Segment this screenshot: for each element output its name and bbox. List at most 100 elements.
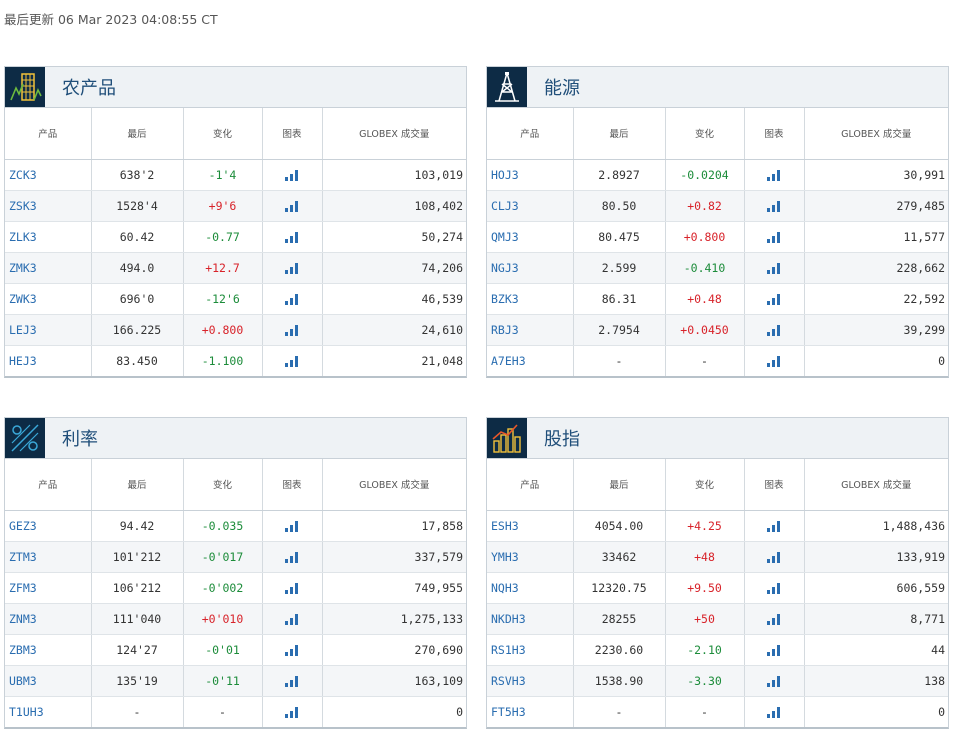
symbol-link[interactable]: T1UH3: [9, 704, 44, 719]
change-cell: +4.25: [665, 510, 745, 542]
last-price-cell: 12320.75: [573, 572, 666, 604]
bar-chart-icon[interactable]: [285, 199, 299, 213]
volume-cell: 22,592: [804, 283, 948, 315]
symbol-link[interactable]: ZCK3: [9, 167, 37, 182]
quotes-table: 产品 最后 变化 图表 GLOBEX 成交量 HOJ3 2.8927 -0.0204…: [487, 108, 948, 376]
change-cell: +0.0450: [665, 314, 745, 346]
volume-cell: 1,275,133: [322, 603, 466, 635]
bar-chart-icon[interactable]: [285, 230, 299, 244]
bar-chart-icon[interactable]: [767, 674, 781, 688]
bar-chart-icon[interactable]: [767, 643, 781, 657]
symbol-cell: NGJ3: [487, 252, 574, 284]
symbol-link[interactable]: UBM3: [9, 673, 37, 688]
bar-chart-icon[interactable]: [285, 550, 299, 564]
table-header-row: 产品 最后 变化 图表 GLOBEX 成交量: [5, 459, 466, 511]
bar-chart-icon[interactable]: [285, 261, 299, 275]
bar-chart-icon[interactable]: [767, 230, 781, 244]
symbol-link[interactable]: BZK3: [491, 291, 519, 306]
volume-cell: 279,485: [804, 190, 948, 222]
chart-cell: [744, 541, 805, 573]
col-header-volume: GLOBEX 成交量: [804, 108, 948, 160]
chart-cell: [744, 283, 805, 315]
symbol-link[interactable]: HEJ3: [9, 353, 37, 368]
change-cell: -: [665, 345, 745, 376]
symbol-link[interactable]: CLJ3: [491, 198, 519, 213]
bar-chart-icon[interactable]: [285, 168, 299, 182]
symbol-link[interactable]: GEZ3: [9, 518, 37, 533]
change-cell: -1.100: [183, 345, 263, 376]
chart-cell: [262, 696, 323, 727]
bar-chart-icon[interactable]: [767, 519, 781, 533]
table-row: YMH3 33462 +48 133,919: [487, 541, 948, 573]
table-row: ZNM3 111'040 +0'010 1,275,133: [5, 603, 466, 635]
bar-chart-icon[interactable]: [767, 550, 781, 564]
panel-header: 农产品: [5, 67, 466, 108]
symbol-cell: ZBM3: [5, 634, 92, 666]
change-cell: +50: [665, 603, 745, 635]
symbol-link[interactable]: ZMK3: [9, 260, 37, 275]
symbol-link[interactable]: RSVH3: [491, 673, 526, 688]
chart-cell: [744, 345, 805, 376]
bar-chart-icon[interactable]: [285, 581, 299, 595]
bar-chart-icon[interactable]: [767, 199, 781, 213]
symbol-link[interactable]: ZNM3: [9, 611, 37, 626]
bar-chart-icon[interactable]: [767, 292, 781, 306]
symbol-cell: UBM3: [5, 665, 92, 697]
bar-chart-icon[interactable]: [285, 292, 299, 306]
bar-chart-icon[interactable]: [767, 705, 781, 719]
symbol-link[interactable]: NGJ3: [491, 260, 519, 275]
interest-rate-icon: [5, 418, 45, 458]
volume-cell: 749,955: [322, 572, 466, 604]
last-updated-text: 最后更新 06 Mar 2023 04:08:55 CT: [4, 12, 218, 27]
volume-cell: 1,488,436: [804, 510, 948, 542]
quotes-table: 产品 最后 变化 图表 GLOBEX 成交量 ESH3 4054.00 +4.25 1…: [487, 459, 948, 727]
bar-chart-icon[interactable]: [767, 261, 781, 275]
volume-cell: 0: [456, 704, 463, 719]
symbol-link[interactable]: YMH3: [491, 549, 519, 564]
symbol-link[interactable]: RS1H3: [491, 642, 526, 657]
symbol-link[interactable]: NKDH3: [491, 611, 526, 626]
symbol-link[interactable]: ESH3: [491, 518, 519, 533]
symbol-link[interactable]: ZBM3: [9, 642, 37, 657]
symbol-link[interactable]: RBJ3: [491, 322, 519, 337]
bar-chart-icon[interactable]: [767, 581, 781, 595]
symbol-link[interactable]: LEJ3: [9, 322, 37, 337]
symbol-link[interactable]: A7EH3: [491, 353, 526, 368]
change-cell: +0.800: [183, 314, 263, 346]
symbol-link[interactable]: ZSK3: [9, 198, 37, 213]
last-price-cell: 2230.60: [573, 634, 666, 666]
symbol-cell: FT5H3: [487, 696, 574, 727]
last-price-cell: 2.599: [573, 252, 666, 284]
bar-chart-icon[interactable]: [285, 519, 299, 533]
col-header-chart: 图表: [262, 108, 323, 160]
last-price-cell: 33462: [573, 541, 666, 573]
symbol-cell: ZMK3: [5, 252, 92, 284]
symbol-cell: ZLK3: [5, 221, 92, 253]
change-cell: +0.82: [665, 190, 745, 222]
last-price-cell: 83.450: [91, 345, 184, 376]
bar-chart-icon[interactable]: [285, 643, 299, 657]
bar-chart-icon[interactable]: [767, 354, 781, 368]
bar-chart-icon[interactable]: [285, 612, 299, 626]
col-header-last: 最后: [573, 459, 666, 511]
bar-chart-icon[interactable]: [285, 674, 299, 688]
bar-chart-icon[interactable]: [285, 705, 299, 719]
bar-chart-icon[interactable]: [285, 354, 299, 368]
table-row: ZLK3 60.42 -0.77 50,274: [5, 221, 466, 253]
symbol-link[interactable]: HOJ3: [491, 167, 519, 182]
bar-chart-icon[interactable]: [767, 612, 781, 626]
table-row: ZMK3 494.0 +12.7 74,206: [5, 252, 466, 284]
volume-cell: 133,919: [804, 541, 948, 573]
symbol-link[interactable]: ZLK3: [9, 229, 37, 244]
chart-cell: [262, 572, 323, 604]
symbol-link[interactable]: QMJ3: [491, 229, 519, 244]
symbol-link[interactable]: ZWK3: [9, 291, 37, 306]
bar-chart-icon[interactable]: [285, 323, 299, 337]
symbol-link[interactable]: FT5H3: [491, 704, 526, 719]
chart-cell: [744, 510, 805, 542]
symbol-link[interactable]: NQH3: [491, 580, 519, 595]
bar-chart-icon[interactable]: [767, 323, 781, 337]
symbol-link[interactable]: ZFM3: [9, 580, 37, 595]
symbol-link[interactable]: ZTM3: [9, 549, 37, 564]
bar-chart-icon[interactable]: [767, 168, 781, 182]
